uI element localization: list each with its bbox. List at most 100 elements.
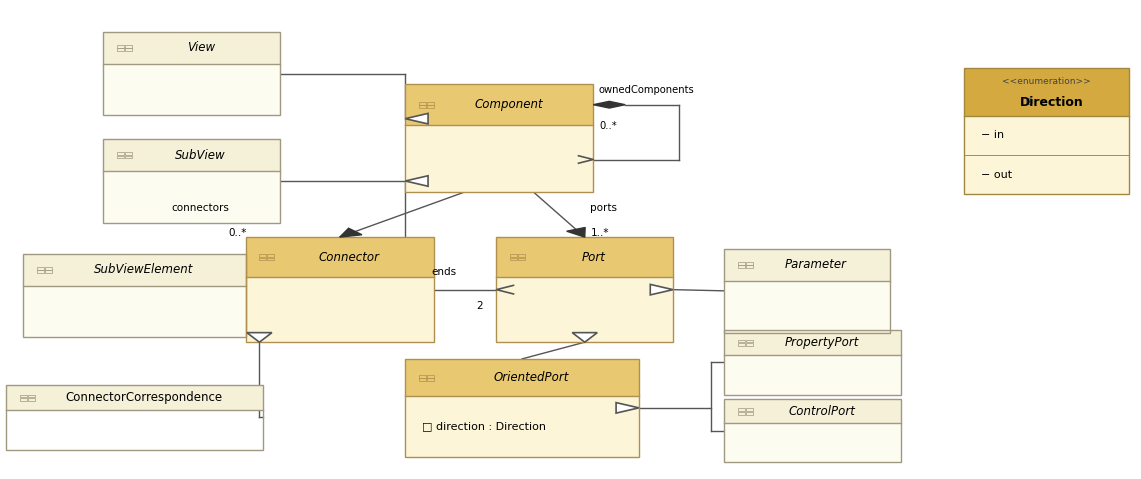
Bar	[267, 258, 274, 261]
Bar	[427, 105, 434, 108]
Bar	[405, 359, 639, 457]
Bar	[496, 237, 673, 277]
Text: 2: 2	[477, 301, 483, 311]
Bar	[405, 84, 593, 125]
Polygon shape	[567, 228, 585, 237]
Text: <<enumeration>>: <<enumeration>>	[1002, 77, 1091, 86]
Bar	[964, 155, 1128, 194]
Bar	[725, 399, 901, 423]
Bar	[124, 152, 131, 155]
Bar	[124, 156, 131, 159]
Bar	[964, 68, 1128, 115]
Bar	[38, 267, 44, 270]
Bar	[116, 45, 123, 47]
Bar	[427, 378, 434, 381]
Polygon shape	[340, 228, 362, 237]
Text: 0..*: 0..*	[599, 121, 617, 131]
Text: 0..*: 0..*	[228, 228, 246, 238]
Bar	[24, 285, 245, 337]
Text: ports: ports	[590, 203, 617, 213]
Bar	[124, 48, 131, 51]
Text: ends: ends	[431, 267, 456, 277]
Bar	[518, 254, 525, 257]
Bar	[24, 254, 245, 285]
Text: − in: − in	[981, 130, 1004, 140]
Bar	[964, 115, 1128, 155]
Bar	[103, 171, 280, 223]
Polygon shape	[650, 285, 673, 295]
Bar	[46, 267, 52, 270]
Bar	[103, 139, 280, 223]
Bar	[103, 32, 280, 115]
Bar	[725, 399, 901, 462]
Bar	[259, 258, 266, 261]
Text: ControlPort: ControlPort	[788, 405, 856, 418]
Bar	[518, 258, 525, 261]
Bar	[738, 340, 745, 342]
Bar	[7, 385, 262, 450]
Polygon shape	[593, 102, 625, 108]
Polygon shape	[246, 332, 272, 342]
Text: connectors: connectors	[171, 203, 229, 213]
Bar	[427, 102, 434, 105]
Bar	[405, 396, 639, 457]
Text: Component: Component	[474, 98, 543, 111]
Text: − out: − out	[981, 170, 1012, 180]
Bar	[116, 152, 123, 155]
Bar	[405, 125, 593, 192]
Text: Connector: Connector	[318, 251, 379, 263]
Bar	[103, 32, 280, 64]
Bar	[964, 68, 1128, 194]
Bar	[245, 237, 434, 277]
Bar	[116, 156, 123, 159]
Bar	[427, 375, 434, 377]
Bar	[419, 102, 426, 105]
Polygon shape	[616, 403, 639, 413]
Bar	[725, 281, 890, 332]
Bar	[496, 237, 673, 342]
Bar	[496, 277, 673, 342]
Bar	[124, 45, 131, 47]
Text: Parameter: Parameter	[785, 259, 847, 272]
Text: Direction: Direction	[1020, 96, 1084, 109]
Bar	[405, 359, 639, 396]
Bar	[725, 249, 890, 281]
Bar	[245, 277, 434, 342]
Bar	[419, 375, 426, 377]
Bar	[738, 265, 745, 268]
Bar	[746, 340, 753, 342]
Bar	[725, 249, 890, 332]
Polygon shape	[405, 176, 428, 186]
Bar	[738, 262, 745, 265]
Bar	[7, 385, 262, 410]
Polygon shape	[572, 332, 597, 342]
Text: SubViewElement: SubViewElement	[94, 263, 194, 276]
Text: ⊙: ⊙	[1025, 97, 1034, 107]
Bar	[510, 254, 517, 257]
Bar	[738, 409, 745, 411]
Bar	[510, 258, 517, 261]
Polygon shape	[405, 114, 428, 124]
Bar	[725, 330, 901, 355]
Bar	[725, 330, 901, 395]
Bar	[103, 139, 280, 171]
Bar	[267, 254, 274, 257]
Bar	[746, 262, 753, 265]
Bar	[419, 378, 426, 381]
Text: □ direction : Direction: □ direction : Direction	[422, 422, 547, 432]
Bar	[259, 254, 266, 257]
Bar	[116, 48, 123, 51]
Bar	[419, 105, 426, 108]
Bar	[21, 398, 27, 401]
Bar	[725, 423, 901, 462]
Text: ConnectorCorrespondence: ConnectorCorrespondence	[65, 391, 222, 404]
Bar	[725, 355, 901, 395]
Text: SubView: SubView	[176, 148, 226, 161]
Bar	[24, 254, 245, 337]
Text: Port: Port	[582, 251, 606, 263]
Bar	[746, 409, 753, 411]
Bar	[738, 412, 745, 415]
Text: OrientedPort: OrientedPort	[494, 371, 569, 384]
Text: ownedComponents: ownedComponents	[599, 85, 695, 95]
Bar	[46, 270, 52, 273]
